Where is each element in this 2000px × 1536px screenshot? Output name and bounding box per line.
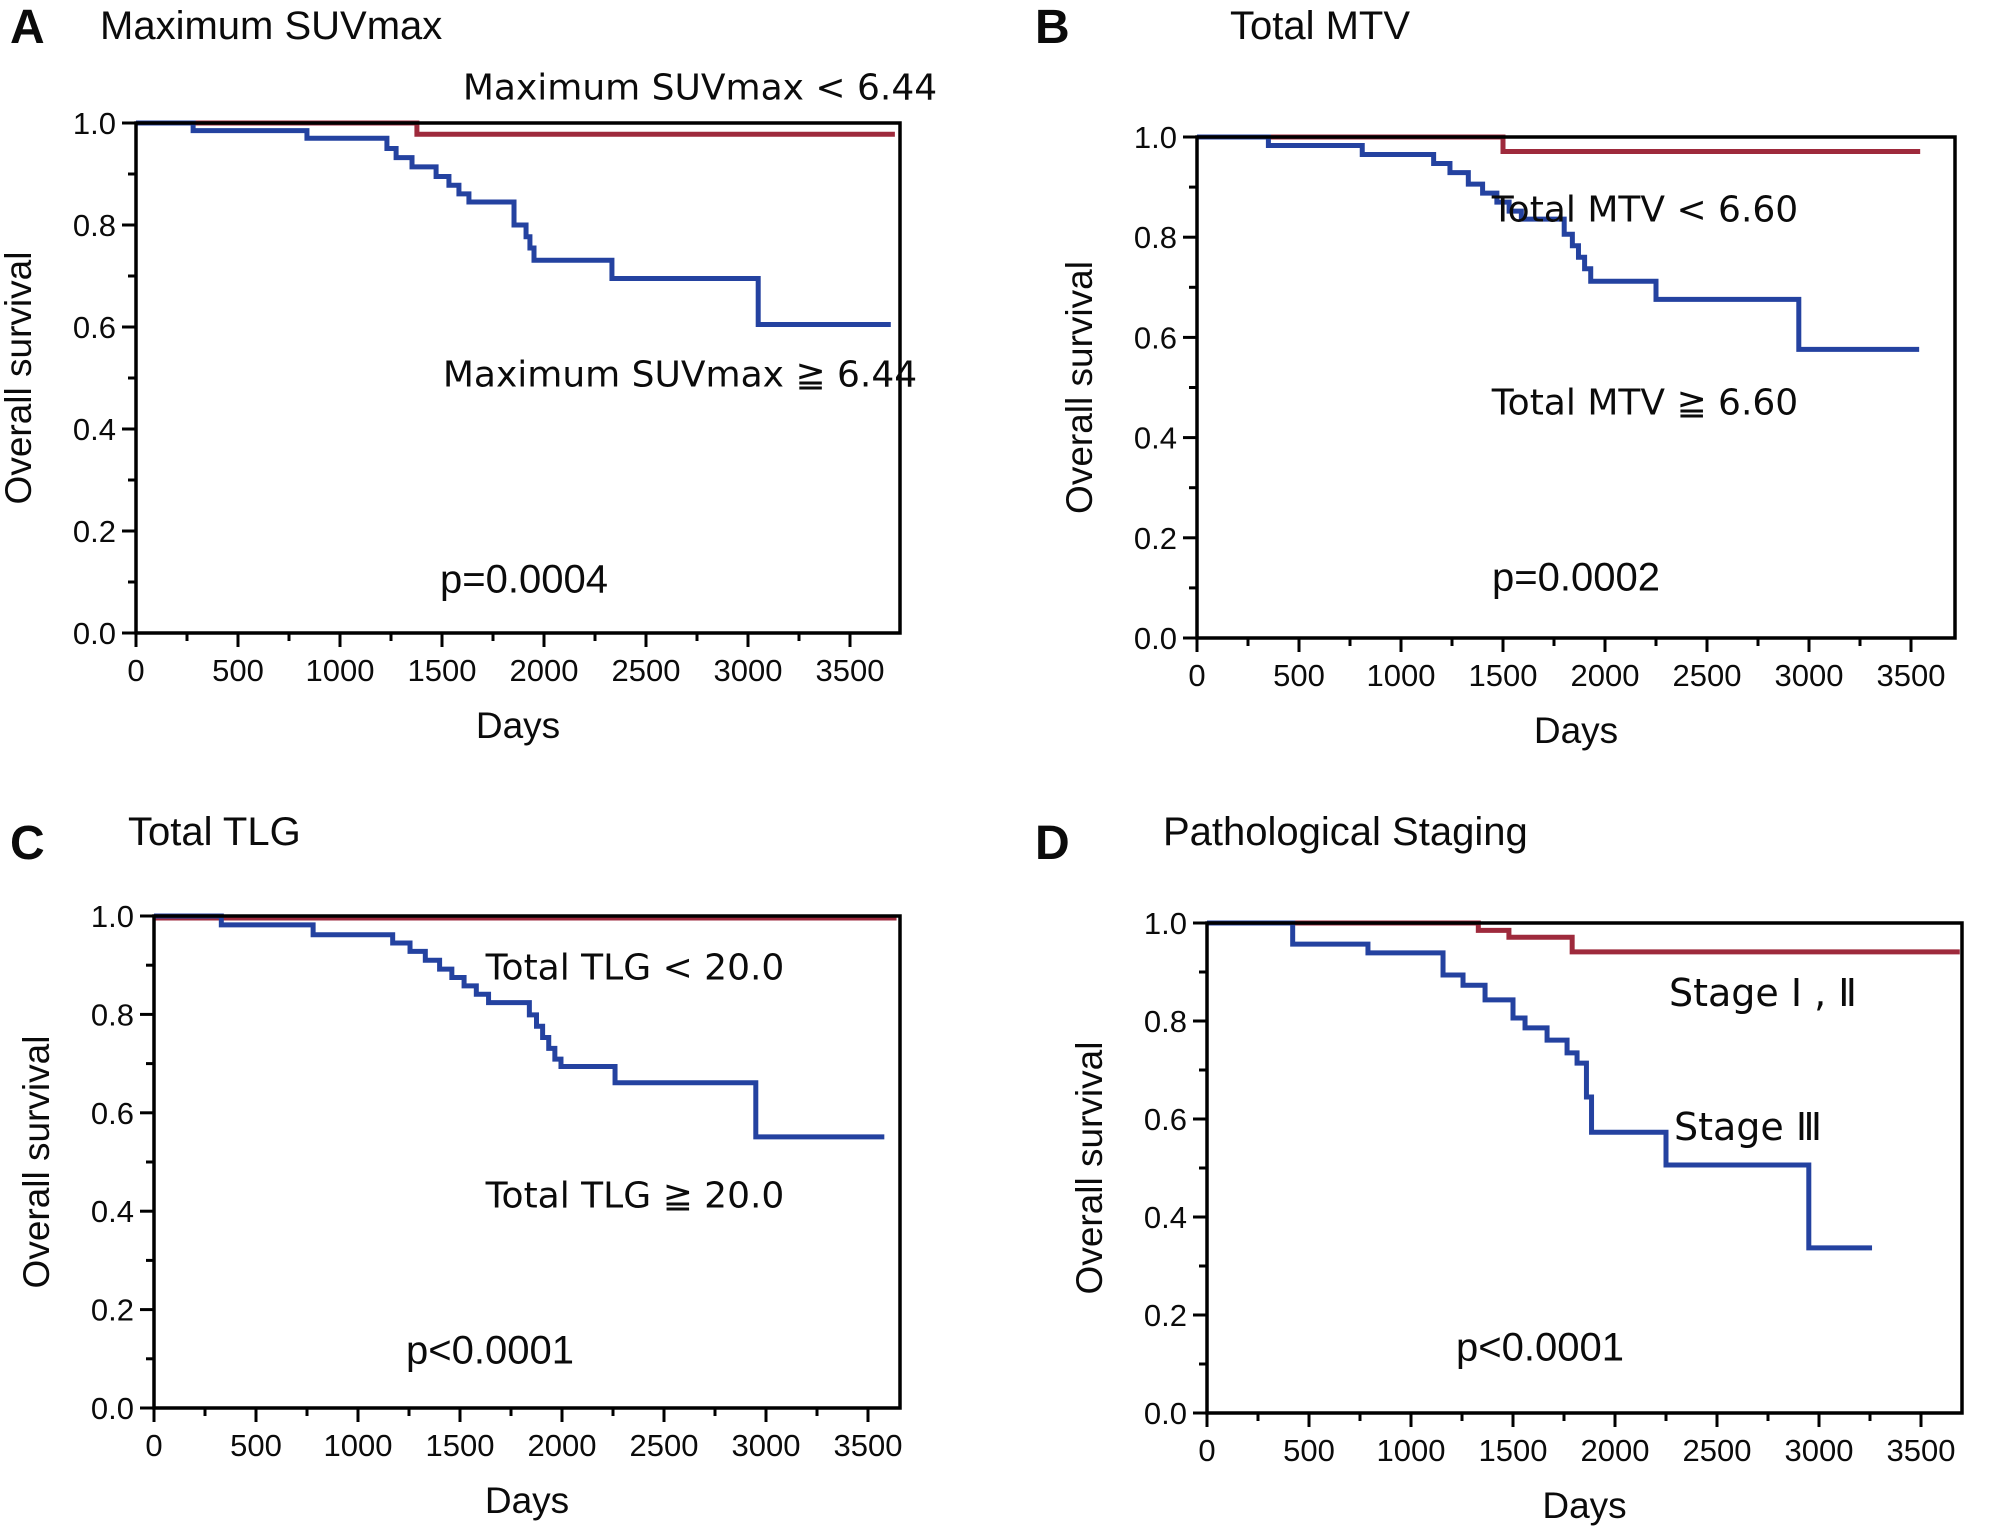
x-tick-label: 3000 [1785, 1433, 1854, 1468]
panel-title: Total TLG [128, 810, 301, 854]
blue-curve-label: Total TLG ≧ 20.0 [485, 1175, 785, 1217]
panel-d: 0 500 1000 1500 2000 2500 3000 3500 0.0 0.2 0.4 0.6… [1000, 768, 2000, 1536]
y-tick-label: 0.2 [1144, 1298, 1187, 1333]
blue-curve-label: Maximum SUVmax ≧ 6.44 [442, 354, 918, 396]
y-tick-label: 0.0 [1134, 621, 1177, 656]
red-curve-label: Total MTV < 6.60 [1491, 189, 1799, 231]
x-tick-label: 2500 [1683, 1433, 1752, 1468]
x-tick-label: 500 [230, 1428, 282, 1463]
y-tick-label: 0.6 [1134, 320, 1177, 355]
x-axis-label: Days [1542, 1485, 1626, 1526]
x-axis-label: Days [485, 1480, 569, 1521]
x-tick-label: 1500 [1479, 1433, 1548, 1468]
x-tick-label: 2000 [510, 653, 579, 688]
x-tick-label: 2500 [1673, 658, 1742, 693]
x-tick-label: 1500 [408, 653, 477, 688]
x-tick-label: 3000 [732, 1428, 801, 1463]
x-tick-label: 1000 [1377, 1433, 1446, 1468]
x-tick-label: 500 [1283, 1433, 1335, 1468]
panel-c: 0 500 1000 1500 2000 2500 3000 3500 0.0 0.2 0.4 0.6… [0, 768, 1000, 1536]
y-tick-label: 0.4 [73, 412, 116, 447]
x-tick-label: 3500 [1887, 1433, 1956, 1468]
y-tick-label: 0.0 [73, 616, 116, 651]
x-tick-label: 3000 [1775, 658, 1844, 693]
panel-title: Pathological Staging [1163, 810, 1528, 854]
panel-letter: D [1035, 817, 1071, 870]
y-tick-label: 0.6 [73, 310, 116, 345]
x-tick-label: 2000 [528, 1428, 597, 1463]
panel-letter: B [1035, 1, 1071, 54]
x-tick-label: 3000 [714, 653, 783, 688]
y-tick-label: 0.4 [1144, 1200, 1187, 1235]
y-tick-label: 0.2 [91, 1293, 134, 1328]
y-tick-label: 0.2 [1134, 521, 1177, 556]
x-tick-label: 3500 [834, 1428, 903, 1463]
panel-letter: A [10, 1, 46, 54]
x-tick-label: 2000 [1571, 658, 1640, 693]
y-tick-label: 0.8 [1144, 1004, 1187, 1039]
x-axis-label: Days [476, 705, 560, 746]
x-tick-label: 1500 [1469, 658, 1538, 693]
x-tick-label: 0 [145, 1428, 162, 1463]
panel-b: 0 500 1000 1500 2000 2500 3000 3500 0.0 0.2 0.4 0.6… [1000, 0, 2000, 768]
y-axis-label: Overall survival [1059, 261, 1100, 514]
y-tick-label: 0.0 [91, 1391, 134, 1426]
x-tick-label: 0 [1198, 1433, 1215, 1468]
panel-letter: C [10, 817, 46, 870]
y-tick-label: 0.8 [73, 208, 116, 243]
blue-survival-curve [1207, 920, 1873, 1251]
y-axis-label: Overall survival [16, 1036, 57, 1289]
y-tick-label: 0.8 [1134, 220, 1177, 255]
y-tick-label: 1.0 [1144, 906, 1187, 941]
red-curve-label: Maximum SUVmax < 6.44 [462, 67, 938, 109]
blue-curve-label: Total MTV ≧ 6.60 [1491, 382, 1799, 424]
y-axis-label: Overall survival [1069, 1042, 1110, 1295]
y-tick-label: 0.4 [91, 1194, 134, 1229]
km-plot-a: 0 500 1000 1500 2000 2500 3000 3500 0.0 0.2 0.4 0.6… [0, 106, 902, 746]
x-tick-label: 2500 [612, 653, 681, 688]
y-tick-label: 0.6 [91, 1096, 134, 1131]
blue-survival-curve [136, 120, 891, 327]
x-tick-label: 500 [1273, 658, 1325, 693]
p-value: p<0.0001 [406, 1328, 574, 1373]
panel-title: Total MTV [1230, 4, 1411, 48]
y-tick-label: 1.0 [73, 106, 116, 141]
panel-a: 0 500 1000 1500 2000 2500 3000 3500 0.0 0.2 0.4 0.6… [0, 0, 1000, 768]
blue-survival-curve [154, 913, 885, 1140]
y-tick-label: 0.6 [1144, 1102, 1187, 1137]
y-tick-label: 0.2 [73, 514, 116, 549]
y-tick-label: 0.0 [1144, 1396, 1187, 1431]
y-tick-label: 0.4 [1134, 421, 1177, 456]
x-tick-label: 0 [1188, 658, 1205, 693]
y-tick-label: 1.0 [1134, 120, 1177, 155]
y-tick-label: 1.0 [91, 899, 134, 934]
p-value: p=0.0004 [440, 557, 608, 602]
km-plot-d: 0 500 1000 1500 2000 2500 3000 3500 0.0 0.2 0.4 0.6… [1069, 906, 1964, 1526]
red-curve-label: Total TLG < 20.0 [485, 947, 785, 989]
x-tick-label: 1000 [1367, 658, 1436, 693]
y-tick-label: 0.8 [91, 997, 134, 1032]
blue-survival-curve [1197, 134, 1920, 352]
x-tick-label: 2500 [630, 1428, 699, 1463]
x-tick-label: 3500 [816, 653, 885, 688]
x-tick-label: 1000 [306, 653, 375, 688]
x-tick-label: 1000 [324, 1428, 393, 1463]
red-survival-curve [1207, 920, 1960, 955]
x-tick-label: 0 [127, 653, 144, 688]
x-axis-label: Days [1534, 710, 1618, 751]
p-value: p<0.0001 [1456, 1325, 1624, 1370]
p-value: p=0.0002 [1492, 555, 1660, 600]
x-tick-label: 3500 [1877, 658, 1946, 693]
x-tick-label: 2000 [1581, 1433, 1650, 1468]
panel-title: Maximum SUVmax [100, 4, 443, 48]
y-axis-label: Overall survival [0, 252, 39, 505]
red-curve-label: Stage Ⅰ , Ⅱ [1668, 971, 1858, 1015]
x-tick-label: 1500 [426, 1428, 495, 1463]
km-plot-c: 0 500 1000 1500 2000 2500 3000 3500 0.0 0.2 0.4 0.6… [16, 899, 903, 1521]
x-tick-label: 500 [212, 653, 264, 688]
km-plot-b: 0 500 1000 1500 2000 2500 3000 3500 0.0 0.2 0.4 0.6… [1059, 120, 1957, 751]
blue-curve-label: Stage Ⅲ [1673, 1105, 1823, 1149]
